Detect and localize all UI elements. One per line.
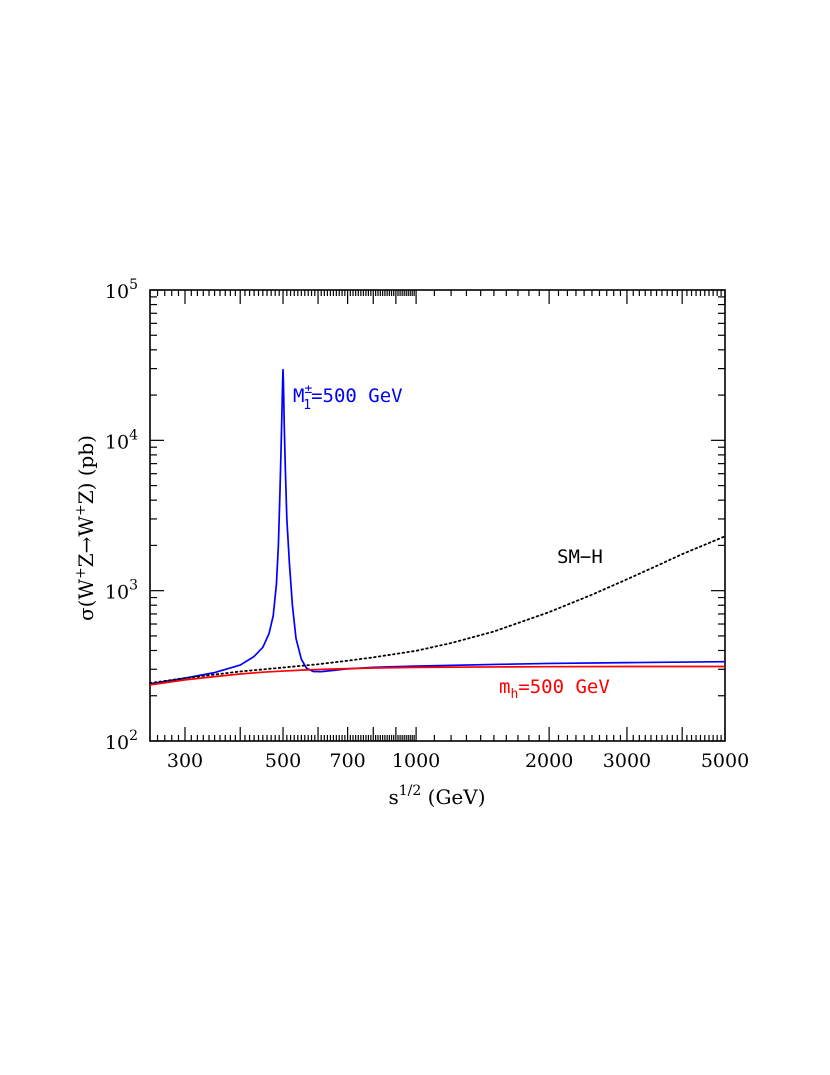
y-tick-label: 102 xyxy=(105,728,138,754)
series-label-resonance: M± 1=500 GeV xyxy=(293,382,403,413)
x-tick-label: 2000 xyxy=(525,750,573,772)
y-axis-title: σ(W+Z→W+Z) (pb) xyxy=(73,435,98,621)
tick-labels: 300 500 700 1000 2000 3000 5000 102 103 104 105 xyxy=(105,277,749,772)
x-tick-label: 1000 xyxy=(392,750,440,772)
x-axis-title: s1/2 (GeV) xyxy=(388,783,485,809)
ticks xyxy=(149,289,726,742)
y-tick-label: 103 xyxy=(105,578,138,604)
series-line-1 xyxy=(149,665,725,686)
y-tick-label: 105 xyxy=(105,277,138,303)
plot-frame xyxy=(149,289,726,742)
series-line-0 xyxy=(149,368,726,685)
annotations: M± 1=500 GeV mh=500 GeV SM−H xyxy=(293,382,610,702)
x-tick-label: 300 xyxy=(167,750,203,772)
series-lines xyxy=(149,368,726,686)
series-line-2 xyxy=(149,535,726,684)
x-tick-label: 3000 xyxy=(603,750,651,772)
series-label-higgs: mh=500 GeV xyxy=(499,676,610,702)
x-tick-label: 500 xyxy=(265,750,301,772)
series-label-smh: SM−H xyxy=(557,546,603,568)
y-tick-label: 104 xyxy=(105,427,138,453)
x-tick-label: 700 xyxy=(329,750,365,772)
x-tick-label: 5000 xyxy=(701,750,749,772)
axis-titles: s1/2 (GeV) σ(W+Z→W+Z) (pb) xyxy=(73,435,486,809)
